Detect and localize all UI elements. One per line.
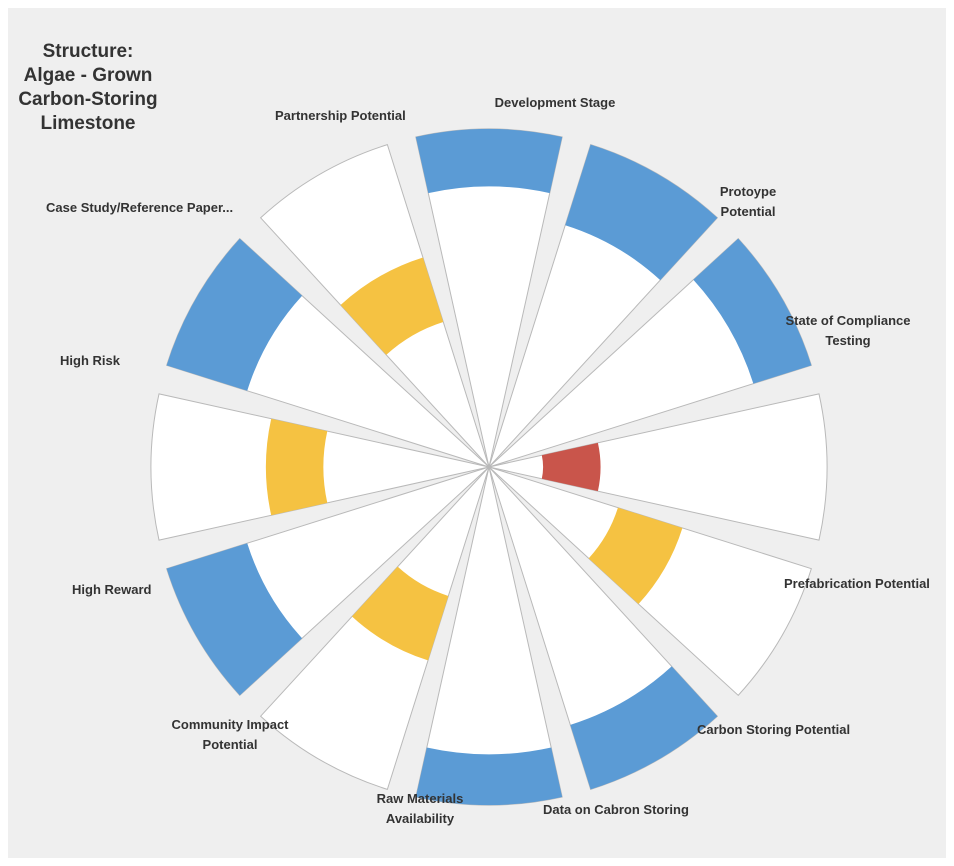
band-state-of-compliance-testing — [693, 238, 812, 384]
band-protoype-potential — [565, 144, 718, 281]
label-state-of-compliance-testing: State of Compliance Testing — [785, 313, 911, 348]
label-raw-materials-availability: Raw Materials Availability — [376, 791, 464, 826]
chart-title: Structure: Algae - Grown Carbon-Storing … — [18, 41, 158, 134]
label-data-on-cabron-storing: Data on Cabron Storing — [543, 802, 689, 817]
label-prefabrication-potential: Prefabrication Potential — [784, 576, 930, 591]
label-development-stage: Development Stage — [494, 95, 616, 110]
label-case-study-reference-paper: Case Study/Reference Paper... — [46, 200, 234, 215]
band-raw-materials-availability — [415, 747, 563, 806]
label-carbon-storing-potential: Carbon Storing Potential — [697, 722, 851, 737]
band-high-reward — [166, 543, 303, 696]
label-high-risk: High Risk — [60, 353, 120, 368]
band-community-impact-potential — [351, 566, 449, 661]
band-data-on-cabron-storing — [570, 666, 718, 790]
label-high-reward: High Reward — [72, 582, 152, 597]
band-carbon-storing-potential — [588, 507, 683, 605]
band-development-stage — [415, 128, 563, 194]
band-high-risk — [265, 418, 328, 516]
band-prefabrication-potential — [541, 442, 601, 492]
label-protoype-potential: Protoype Potential — [719, 184, 777, 219]
label-partnership-potential: Partnership Potential — [275, 108, 406, 123]
band-case-study-reference-paper — [166, 238, 303, 391]
band-partnership-potential — [340, 257, 444, 355]
label-community-impact-potential: Community Impact Potential — [171, 717, 289, 752]
sector-prefabrication-potential — [488, 393, 828, 541]
